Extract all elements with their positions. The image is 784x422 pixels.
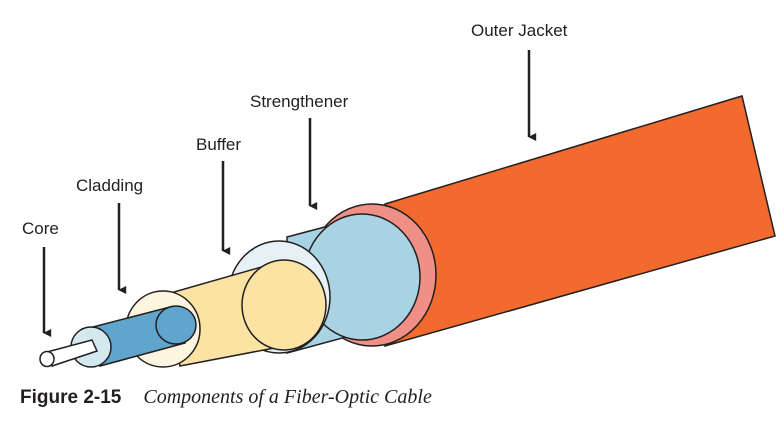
figure-number: Figure 2-15 [20, 387, 122, 408]
label-core: Core [22, 219, 59, 238]
label-cladding: Cladding [76, 176, 143, 195]
core-face [39, 350, 55, 368]
fiber-optic-cable-diagram: Core Cladding Buffer Strengthener Outer … [22, 21, 776, 368]
label-strengthener: Strengthener [250, 92, 349, 111]
figure-title: Components of a Fiber-Optic Cable [143, 386, 432, 408]
core-layer [39, 339, 99, 368]
label-buffer: Buffer [196, 135, 241, 154]
buffer-face [241, 259, 327, 351]
cladding-face [155, 305, 197, 345]
figure-caption: Figure 2-15 Components of a Fiber-Optic C… [20, 386, 432, 409]
label-outer-jacket: Outer Jacket [471, 21, 568, 40]
outer-jacket-body [384, 95, 776, 347]
